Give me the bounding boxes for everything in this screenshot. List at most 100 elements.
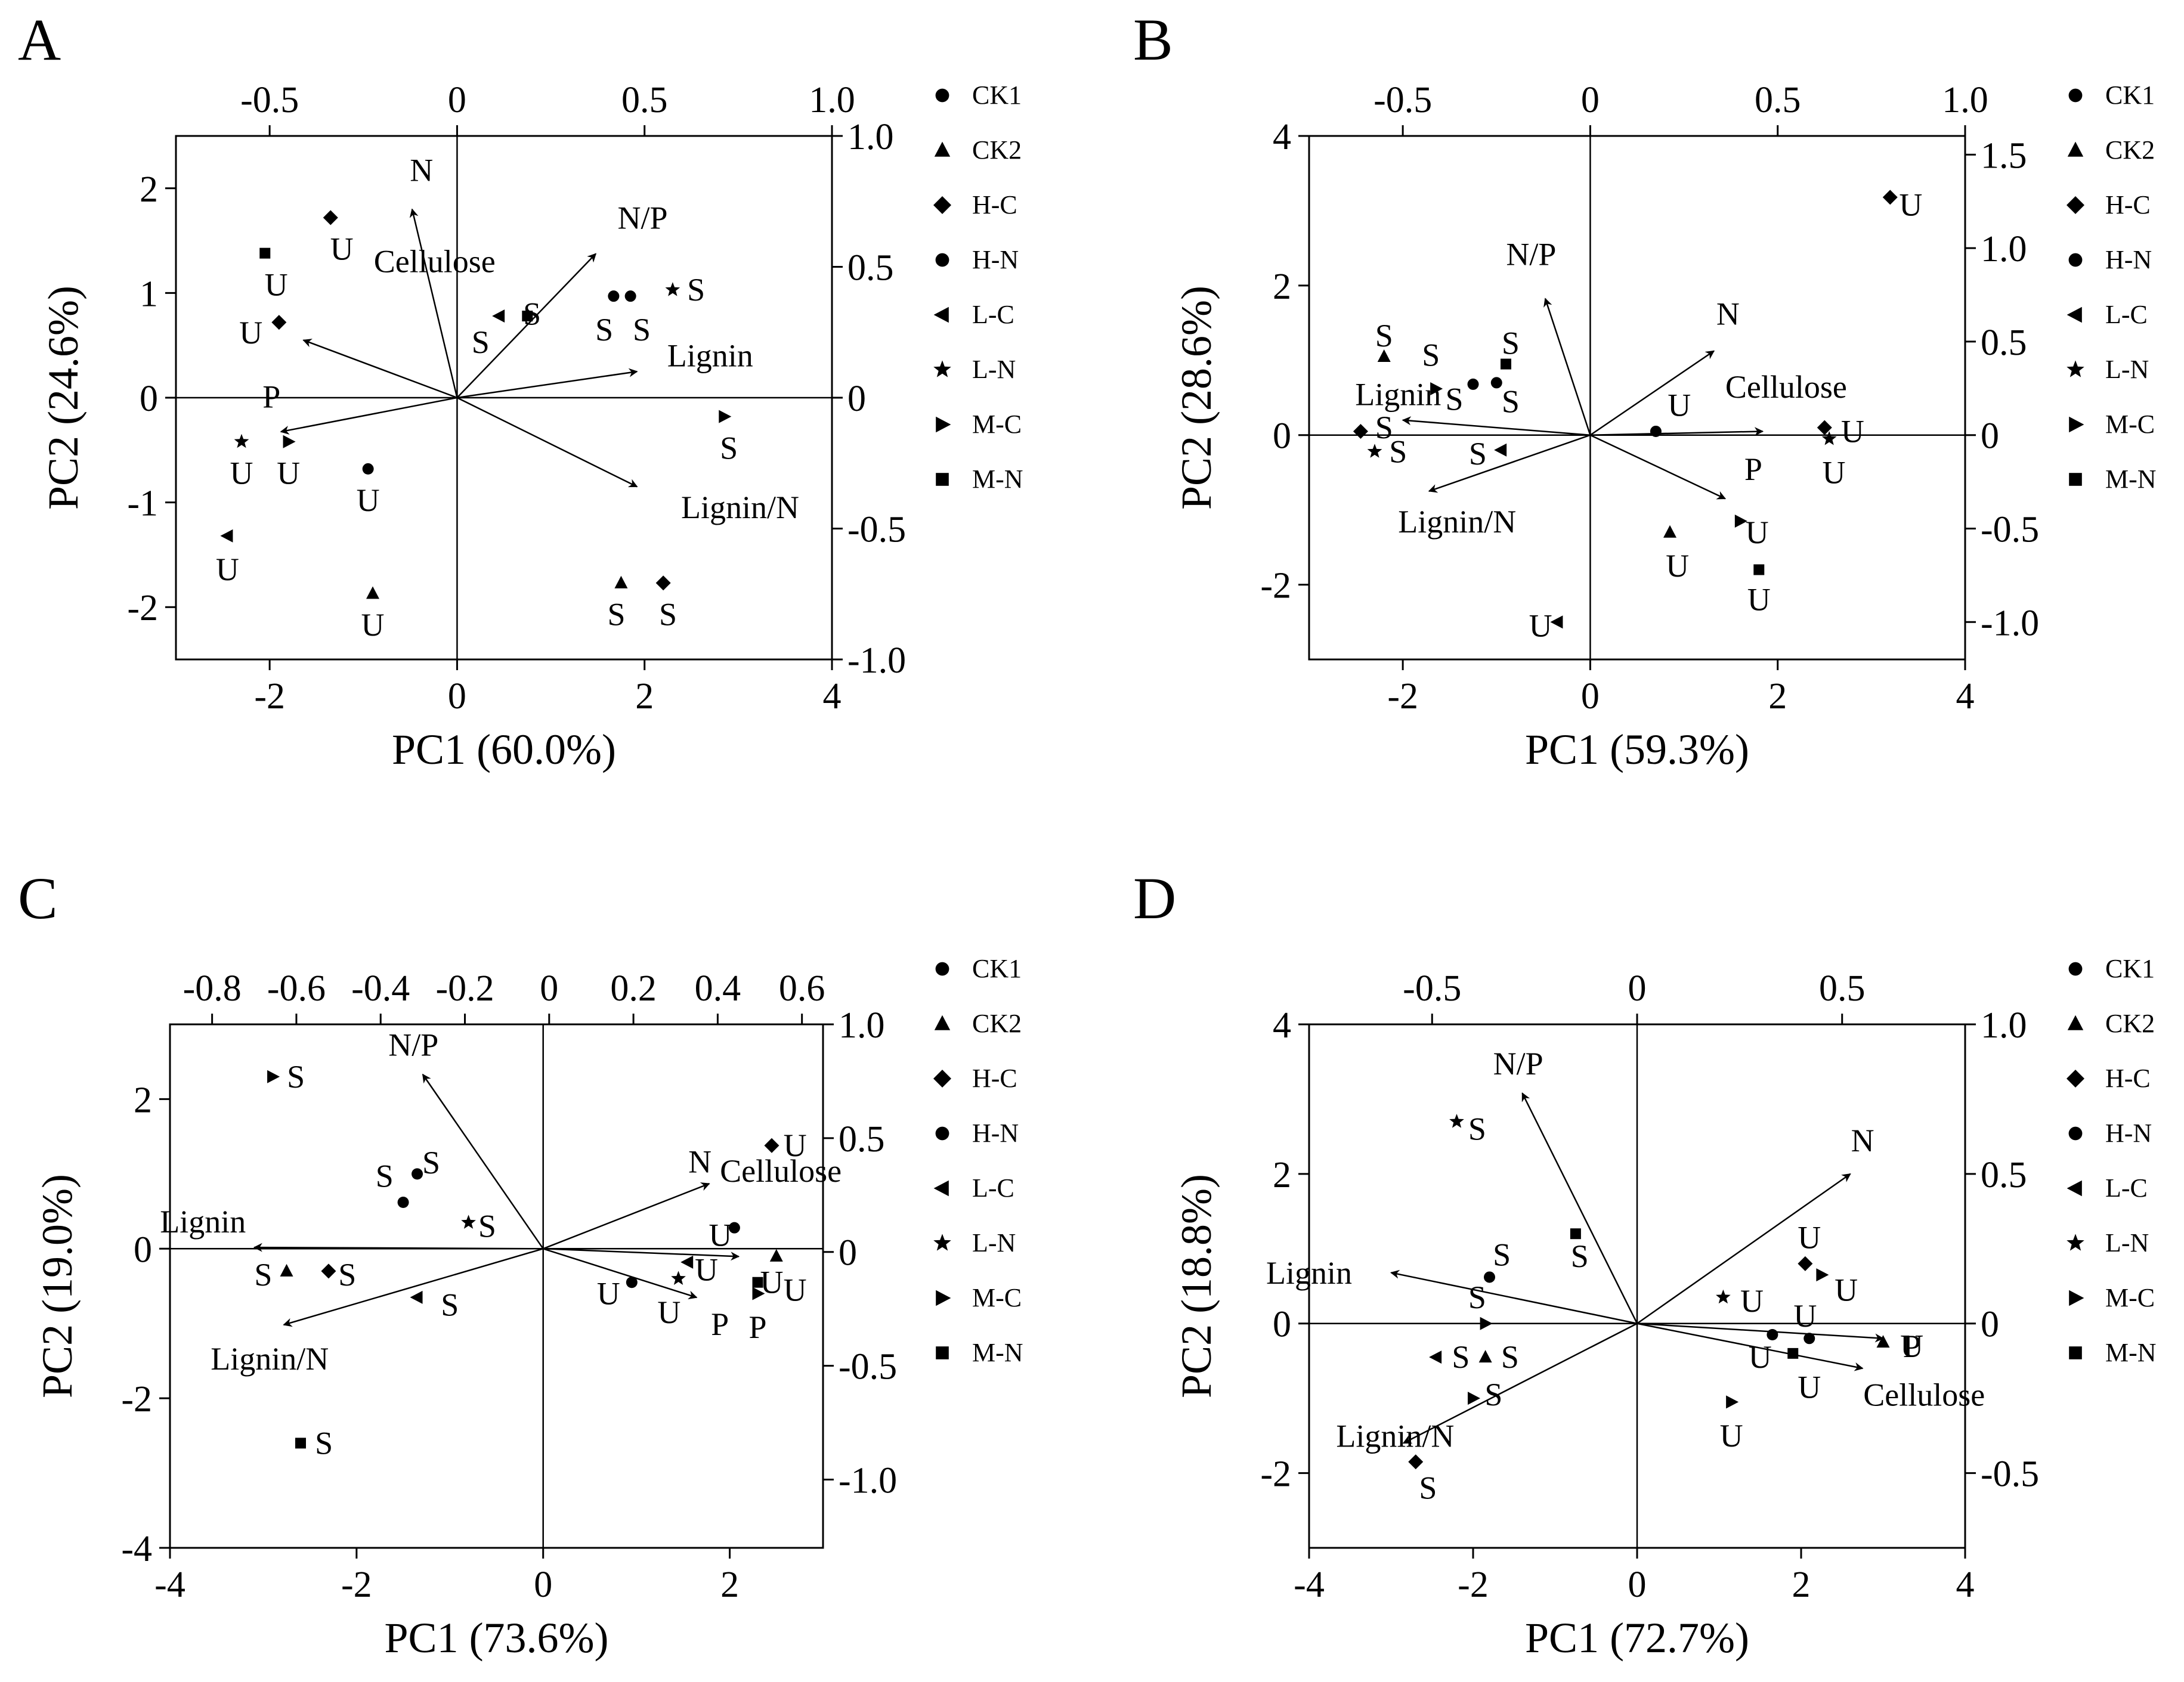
- point-label: U: [265, 267, 288, 302]
- loading-label: N: [1716, 296, 1740, 332]
- panel-c: C -4 -2 0 2 -4 -2 0 2 -0.8 -0.6 -0.4 -0.2 0 0.2 0.4 0.6 -…: [18, 865, 1023, 1662]
- point-label: U: [1529, 608, 1552, 644]
- y-tick-label: -1: [127, 484, 158, 524]
- legend-marker: [934, 1015, 951, 1030]
- legend-label: CK2: [972, 135, 1022, 165]
- point-label: S: [1571, 1238, 1589, 1274]
- point-label: S: [338, 1257, 356, 1293]
- top-tick-label: 0.5: [1755, 80, 1801, 120]
- top-tick-label: -0.5: [1403, 968, 1461, 1009]
- legend-marker: [933, 196, 951, 214]
- panel-letter: C: [18, 865, 58, 931]
- data-point: [752, 1277, 763, 1288]
- loading-arrow: [1589, 434, 1727, 500]
- right-tick-label: -1.0: [1981, 603, 2039, 643]
- point-label: S: [478, 1209, 496, 1244]
- data-point: [366, 586, 379, 599]
- point-label: U: [1747, 582, 1771, 618]
- data-point: [323, 210, 338, 225]
- right-tick-label: 1.0: [1981, 229, 2027, 270]
- data-point: [321, 1263, 336, 1279]
- data-point: [1408, 1454, 1424, 1470]
- data-point: [397, 1197, 409, 1209]
- data-point: [1821, 431, 1837, 445]
- data-point: [769, 1249, 783, 1262]
- point-label: S: [595, 312, 613, 348]
- point-label: S: [422, 1145, 440, 1181]
- legend: CK1 CK2 H-C H-N L-C L-N M-C M-N: [2067, 954, 2157, 1367]
- y-axis-title: PC2 (24.6%): [39, 286, 87, 510]
- legend-marker: [2068, 962, 2083, 976]
- y-tick-label: 2: [1273, 267, 1291, 307]
- y-tick-label: 2: [134, 1080, 152, 1120]
- loading-arrow: [1521, 1092, 1638, 1324]
- loading-arrow: [1390, 1269, 1638, 1324]
- legend-marker: [2068, 1126, 2083, 1141]
- legend-label: L-N: [972, 1228, 1016, 1257]
- loading-label: N/P: [388, 1027, 438, 1063]
- point-label: U: [1841, 413, 1864, 449]
- data-point: [1663, 525, 1676, 538]
- data-point: [752, 1287, 765, 1300]
- data-point: [1353, 423, 1368, 439]
- legend-label: CK1: [972, 954, 1022, 983]
- loading-arrow: [457, 368, 638, 399]
- x-tick-label: 4: [1956, 676, 1975, 717]
- loading-arrow: [1428, 434, 1591, 493]
- top-tick-label: 0.5: [1819, 968, 1866, 1009]
- point-label: U: [216, 552, 239, 587]
- x-axis-title: PC1 (60.0%): [392, 726, 616, 773]
- loading-arrow: [1590, 427, 1764, 436]
- data-point: [665, 282, 680, 296]
- legend-marker: [2069, 416, 2084, 433]
- data-point: [1876, 1335, 1890, 1348]
- point-label: S: [376, 1158, 394, 1194]
- data-point: [614, 575, 628, 588]
- point-label: S: [1502, 325, 1520, 361]
- point-label: S: [1446, 382, 1464, 417]
- plot-frame: [169, 1023, 824, 1549]
- legend-marker: [2068, 88, 2083, 103]
- loading-arrow: [1402, 1322, 1638, 1444]
- top-tick-label: -0.6: [267, 968, 326, 1009]
- x-axis-title: PC1 (72.7%): [1525, 1614, 1749, 1662]
- data-point: [624, 290, 636, 302]
- legend-label: L-C: [2105, 1173, 2148, 1203]
- top-tick-label: 0: [1581, 80, 1600, 120]
- loading-arrow: [253, 1243, 543, 1252]
- loading-label: Lignin/N: [1398, 504, 1516, 540]
- data-point: [1734, 514, 1747, 528]
- data-point: [1787, 1348, 1799, 1359]
- loading-arrow: [280, 397, 457, 435]
- loading-label: Cellulose: [1725, 369, 1847, 405]
- legend-marker: [933, 1180, 949, 1197]
- point-label: U: [1668, 388, 1691, 423]
- data-point: [492, 309, 505, 323]
- loading-label: Lignin: [160, 1204, 246, 1240]
- point-label: U: [760, 1265, 783, 1300]
- x-tick-label: 4: [1956, 1565, 1975, 1605]
- x-tick-label: -2: [254, 676, 285, 717]
- legend-label: L-C: [972, 1173, 1014, 1203]
- legend-label: M-N: [2105, 464, 2157, 494]
- data-point: [461, 1215, 476, 1229]
- legend-marker: [2069, 1290, 2084, 1306]
- loading-label: P: [1744, 451, 1762, 487]
- point-label: U: [277, 455, 300, 491]
- right-tick-label: 0.5: [847, 248, 894, 289]
- legend-label: CK2: [2105, 135, 2155, 165]
- loading-label: N: [688, 1144, 711, 1179]
- y-tick-label: -2: [1260, 566, 1291, 606]
- legend-label: L-C: [2105, 300, 2148, 329]
- right-tick-label: 0.5: [1981, 1155, 2027, 1195]
- legend-marker: [933, 306, 949, 323]
- legend-label: M-C: [972, 1283, 1022, 1312]
- right-tick-label: 0: [847, 379, 866, 419]
- legend-marker: [936, 1290, 951, 1306]
- legend-marker: [933, 1234, 951, 1251]
- legend-label: CK1: [2105, 80, 2155, 110]
- legend-marker: [936, 473, 949, 486]
- legend-label: L-C: [972, 300, 1014, 329]
- point-label: S: [1375, 318, 1393, 354]
- point-label: U: [1798, 1369, 1821, 1405]
